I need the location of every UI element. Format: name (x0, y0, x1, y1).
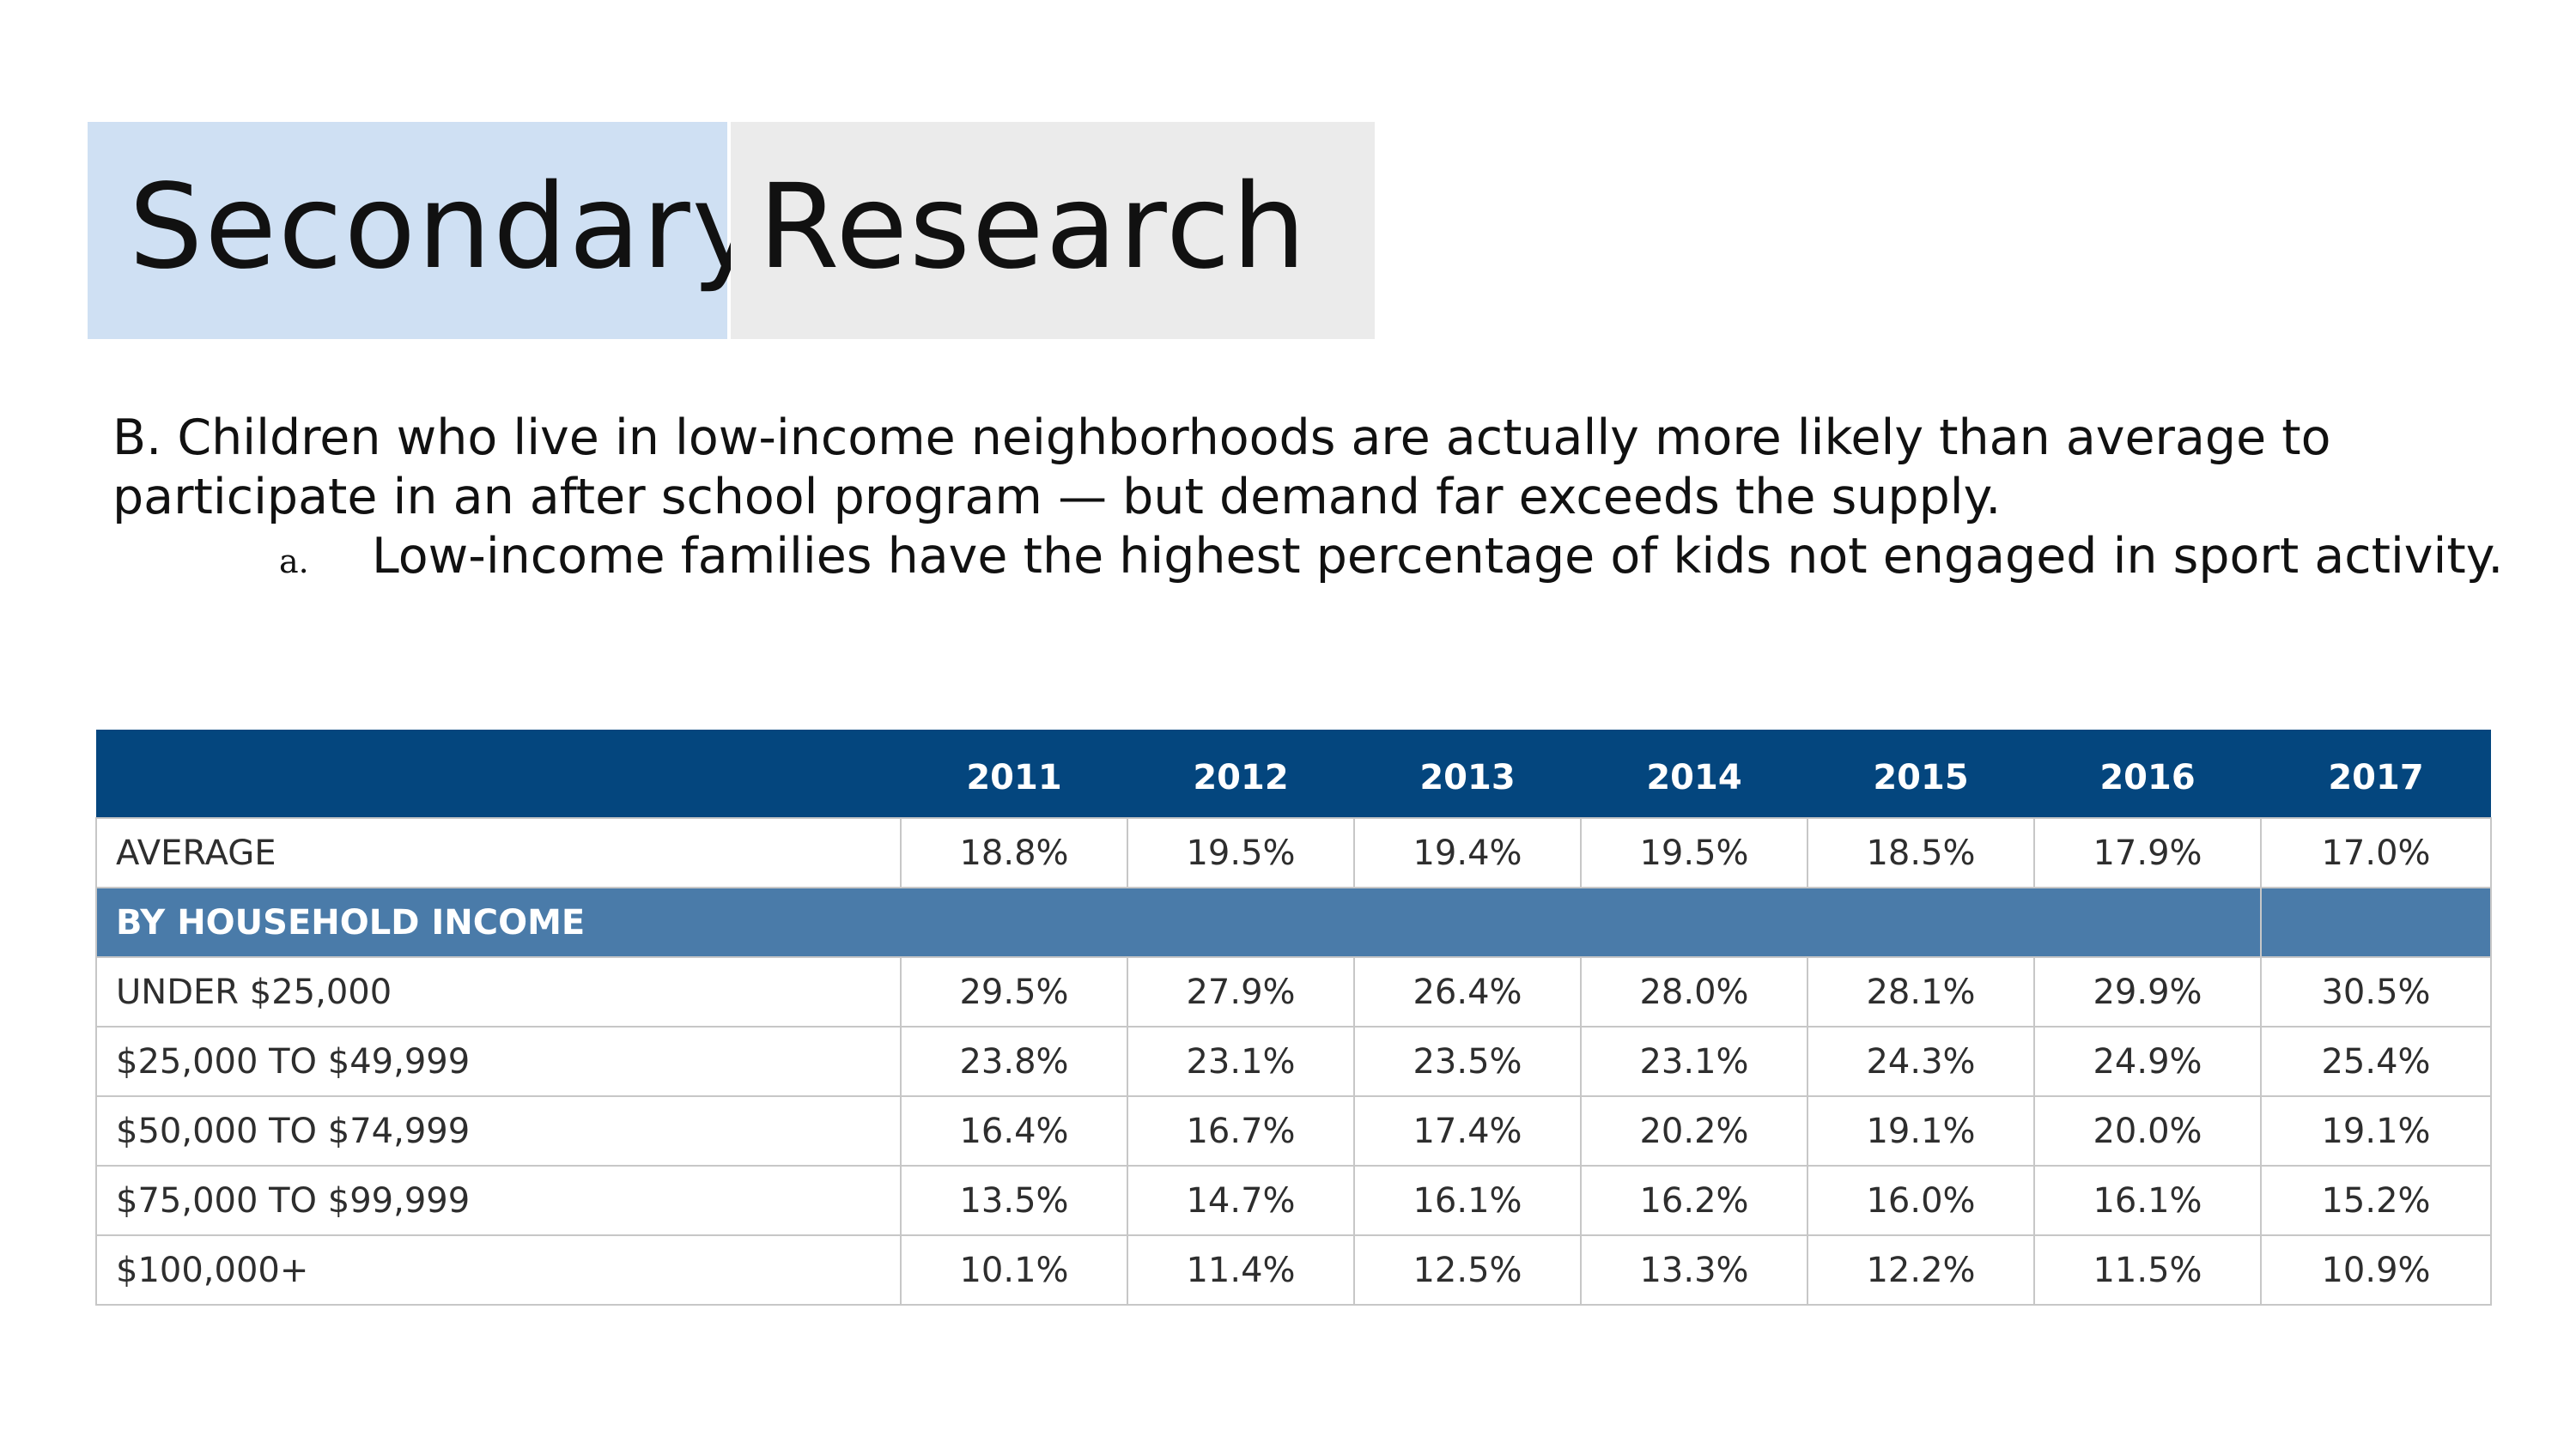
table-cell: 23.1% (1127, 1026, 1355, 1097)
table-header-row: 2011 2012 2013 2014 2015 2016 2017 (96, 730, 2491, 818)
title-research-box: Research (731, 122, 1375, 339)
table-cell: 25.4% (2260, 1026, 2492, 1097)
section-row-household-income: BY HOUSEHOLD INCOME (95, 887, 2492, 958)
title-research: Research (758, 159, 1308, 295)
row-label: $25,000 TO $49,999 (95, 1026, 902, 1097)
body-paragraph: B. Children who live in low-income neigh… (112, 409, 2331, 525)
table-cell: 11.4% (1127, 1234, 1355, 1306)
header-year: 2013 (1354, 730, 1581, 818)
table-cell: 20.2% (1580, 1095, 1808, 1167)
table-cell: 17.0% (2260, 817, 2492, 888)
row-label: $100,000+ (95, 1234, 902, 1306)
table-cell: 20.0% (2033, 1095, 2262, 1167)
table-cell: 23.5% (1353, 1026, 1582, 1097)
table-cell: 24.3% (1807, 1026, 2035, 1097)
table-cell: 17.9% (2033, 817, 2262, 888)
title-secondary-box: Secondary (88, 122, 761, 339)
header-year: 2011 (901, 730, 1127, 818)
table-cell: 26.4% (1353, 956, 1582, 1028)
table-cell: 28.0% (1580, 956, 1808, 1028)
table-cell: 11.5% (2033, 1234, 2262, 1306)
table-row: $25,000 TO $49,999 23.8% 23.1% 23.5% 23.… (95, 1026, 2492, 1097)
header-year: 2012 (1127, 730, 1354, 818)
header-year: 2016 (2034, 730, 2261, 818)
section-label: BY HOUSEHOLD INCOME (95, 887, 2262, 958)
table-row-average: AVERAGE 18.8% 19.5% 19.4% 19.5% 18.5% 17… (95, 817, 2492, 888)
table-cell: 16.7% (1127, 1095, 1355, 1167)
table-row: $75,000 TO $99,999 13.5% 14.7% 16.1% 16.… (95, 1165, 2492, 1236)
table-cell: 29.9% (2033, 956, 2262, 1028)
row-label: $75,000 TO $99,999 (95, 1165, 902, 1236)
table-cell: 23.8% (900, 1026, 1128, 1097)
table-cell: 19.5% (1580, 817, 1808, 888)
table-cell: 13.3% (1580, 1234, 1808, 1306)
table-row: $100,000+ 10.1% 11.4% 12.5% 13.3% 12.2% … (95, 1234, 2492, 1306)
sub-bullet-text: Low-income families have the highest per… (372, 528, 2504, 585)
header-year: 2017 (2261, 730, 2491, 818)
table-cell: 16.2% (1580, 1165, 1808, 1236)
table-cell: 18.5% (1807, 817, 2035, 888)
table-cell: 19.5% (1127, 817, 1355, 888)
table-cell: 14.7% (1127, 1165, 1355, 1236)
table-cell: 16.0% (1807, 1165, 2035, 1236)
header-empty (96, 730, 901, 818)
table-cell: 28.1% (1807, 956, 2035, 1028)
table-cell: 10.1% (900, 1234, 1128, 1306)
title-secondary: Secondary (129, 159, 763, 295)
table-cell: 17.4% (1353, 1095, 1582, 1167)
sub-bullet-marker: a. (279, 543, 309, 580)
table-cell: 15.2% (2260, 1165, 2492, 1236)
row-label: $50,000 TO $74,999 (95, 1095, 902, 1167)
table-cell: 18.8% (900, 817, 1128, 888)
table-cell: 16.1% (2033, 1165, 2262, 1236)
table-cell: 13.5% (900, 1165, 1128, 1236)
table-cell: 29.5% (900, 956, 1128, 1028)
participation-table: 2011 2012 2013 2014 2015 2016 2017 AVERA… (95, 730, 2492, 1306)
table-row: UNDER $25,000 29.5% 27.9% 26.4% 28.0% 28… (95, 956, 2492, 1028)
table-cell: 19.1% (2260, 1095, 2492, 1167)
header-year: 2014 (1581, 730, 1807, 818)
table-cell: 16.4% (900, 1095, 1128, 1167)
table-cell: 27.9% (1127, 956, 1355, 1028)
table-cell: 30.5% (2260, 956, 2492, 1028)
table-cell: 12.5% (1353, 1234, 1582, 1306)
row-label: UNDER $25,000 (95, 956, 902, 1028)
header-year: 2015 (1807, 730, 2034, 818)
table-cell: 23.1% (1580, 1026, 1808, 1097)
table-cell: 12.2% (1807, 1234, 2035, 1306)
section-empty-cell (2260, 887, 2492, 958)
table-cell: 19.1% (1807, 1095, 2035, 1167)
table-row: $50,000 TO $74,999 16.4% 16.7% 17.4% 20.… (95, 1095, 2492, 1167)
row-label: AVERAGE (95, 817, 902, 888)
table-cell: 24.9% (2033, 1026, 2262, 1097)
table-cell: 19.4% (1353, 817, 1582, 888)
table-cell: 10.9% (2260, 1234, 2492, 1306)
table-cell: 16.1% (1353, 1165, 1582, 1236)
